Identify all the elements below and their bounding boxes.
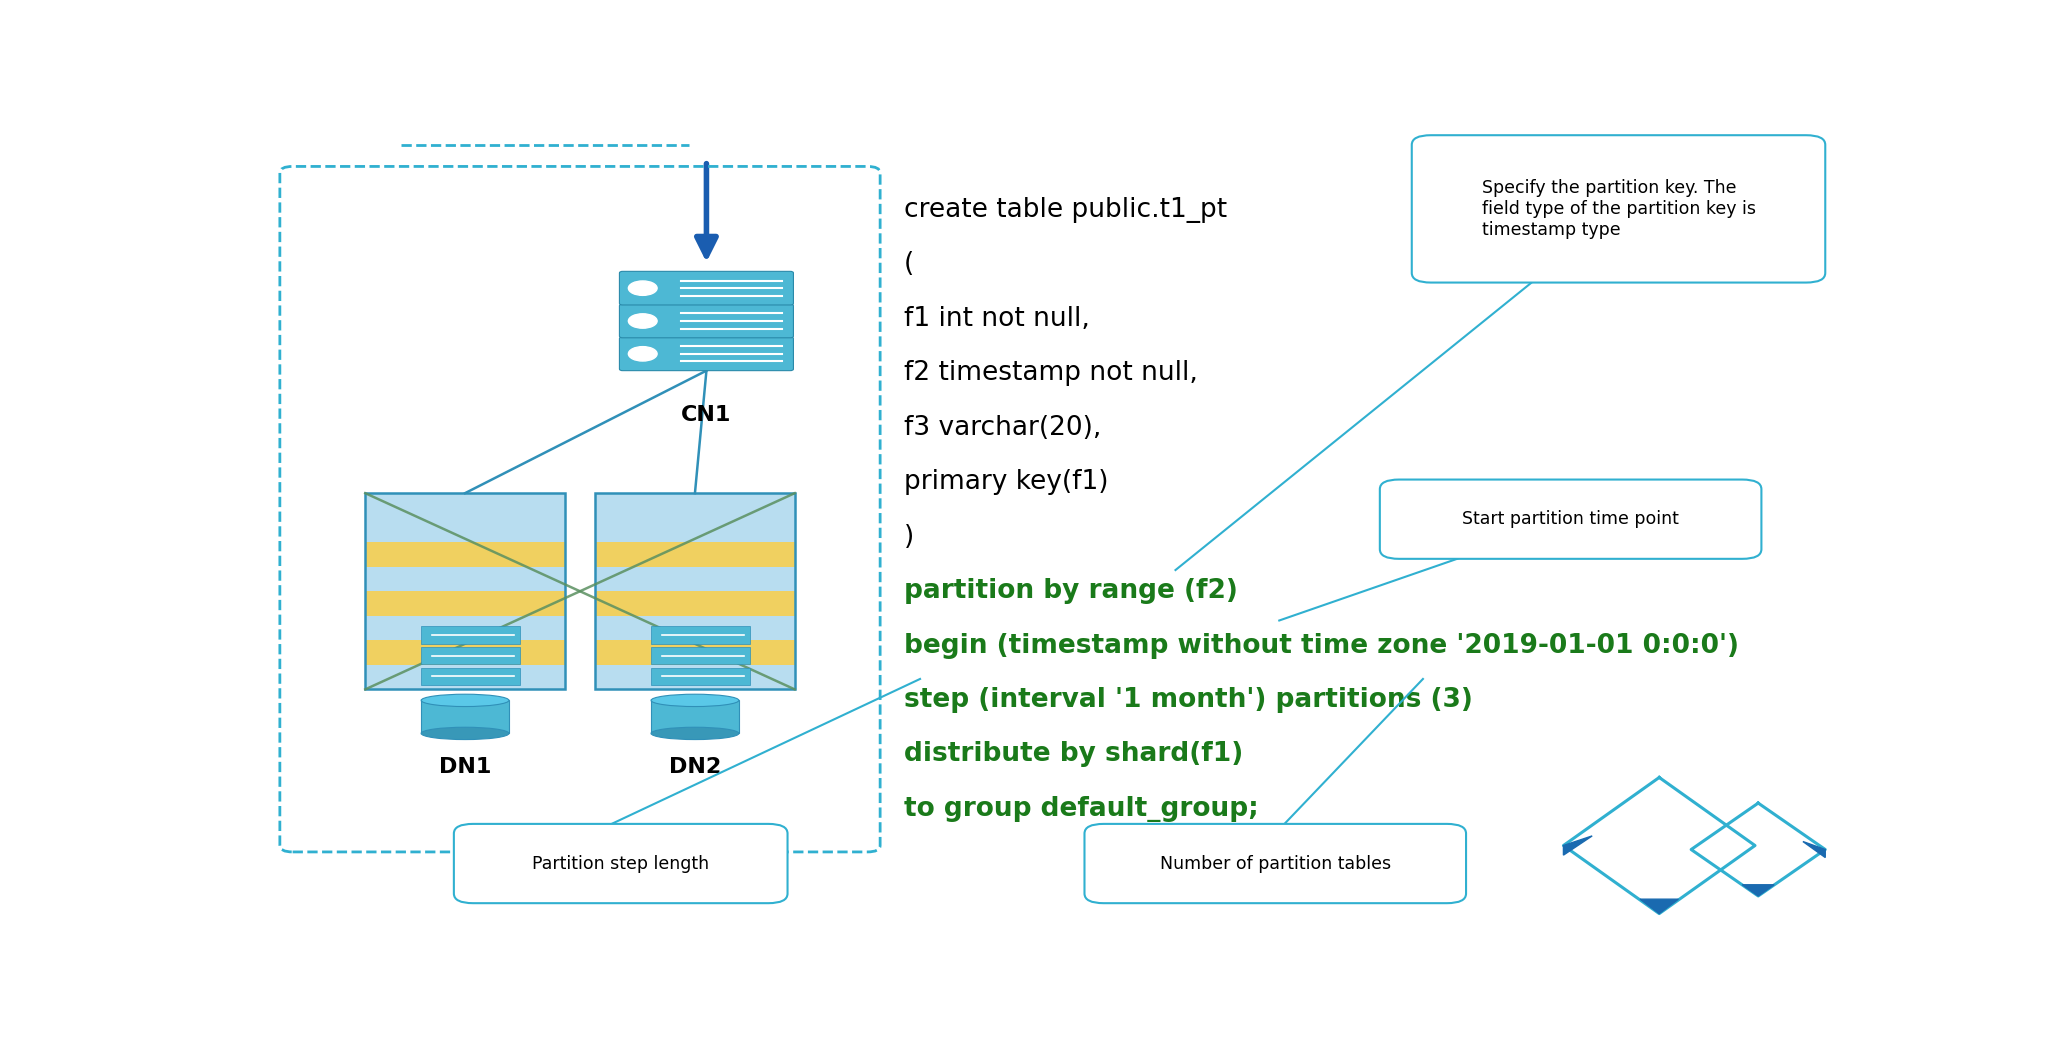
Bar <box>595 665 795 690</box>
Bar <box>420 626 519 644</box>
FancyBboxPatch shape <box>1411 135 1825 283</box>
Bar <box>651 700 740 733</box>
Circle shape <box>628 281 657 295</box>
FancyBboxPatch shape <box>1084 824 1467 903</box>
Text: ): ) <box>904 523 915 549</box>
Text: create table public.t1_pt: create table public.t1_pt <box>904 197 1228 223</box>
Bar <box>365 592 564 616</box>
Bar <box>365 567 564 592</box>
Text: step (interval '1 month') partitions (3): step (interval '1 month') partitions (3) <box>904 687 1473 713</box>
Bar <box>420 700 509 733</box>
Bar <box>651 626 750 644</box>
Bar <box>595 592 795 616</box>
Bar <box>365 493 564 690</box>
Text: distribute by shard(f1): distribute by shard(f1) <box>904 742 1244 768</box>
Polygon shape <box>1802 841 1825 858</box>
Ellipse shape <box>420 695 509 706</box>
Text: to group default_group;: to group default_group; <box>904 796 1259 822</box>
Bar <box>365 542 564 567</box>
Text: begin (timestamp without time zone '2019-01-01 0:0:0'): begin (timestamp without time zone '2019… <box>904 632 1739 658</box>
Bar <box>651 668 750 685</box>
Bar <box>595 542 795 567</box>
Polygon shape <box>1640 900 1679 913</box>
Bar <box>595 567 795 592</box>
Text: Start partition time point: Start partition time point <box>1463 511 1679 528</box>
Bar <box>595 518 795 542</box>
Bar <box>365 493 564 518</box>
Text: f1 int not null,: f1 int not null, <box>904 306 1090 332</box>
Text: primary key(f1): primary key(f1) <box>904 469 1108 495</box>
Bar <box>365 641 564 665</box>
Polygon shape <box>1564 836 1592 855</box>
Bar <box>420 668 519 685</box>
Bar <box>595 493 795 690</box>
FancyBboxPatch shape <box>620 337 793 370</box>
FancyBboxPatch shape <box>1380 479 1761 558</box>
Ellipse shape <box>651 695 740 706</box>
Ellipse shape <box>420 727 509 739</box>
Bar <box>595 616 795 641</box>
Text: Partition step length: Partition step length <box>531 855 709 873</box>
FancyBboxPatch shape <box>620 304 793 338</box>
FancyBboxPatch shape <box>453 824 787 903</box>
Text: CN1: CN1 <box>682 405 731 425</box>
Bar <box>365 518 564 542</box>
Circle shape <box>628 314 657 329</box>
Polygon shape <box>1743 885 1774 896</box>
Bar <box>595 493 795 518</box>
Bar <box>595 641 795 665</box>
Text: Specify the partition key. The
field type of the partition key is
timestamp type: Specify the partition key. The field typ… <box>1481 179 1755 239</box>
Bar <box>651 647 750 665</box>
Bar <box>365 616 564 641</box>
FancyBboxPatch shape <box>620 271 793 305</box>
Text: f3 varchar(20),: f3 varchar(20), <box>904 415 1102 441</box>
Text: DN1: DN1 <box>439 757 490 778</box>
Text: (: ( <box>904 252 915 278</box>
Ellipse shape <box>651 727 740 739</box>
Bar <box>365 665 564 690</box>
Text: f2 timestamp not null,: f2 timestamp not null, <box>904 360 1199 386</box>
Text: Number of partition tables: Number of partition tables <box>1160 855 1391 873</box>
Text: DN2: DN2 <box>670 757 721 778</box>
Text: partition by range (f2): partition by range (f2) <box>904 578 1238 604</box>
Circle shape <box>628 346 657 361</box>
Bar <box>420 647 519 665</box>
